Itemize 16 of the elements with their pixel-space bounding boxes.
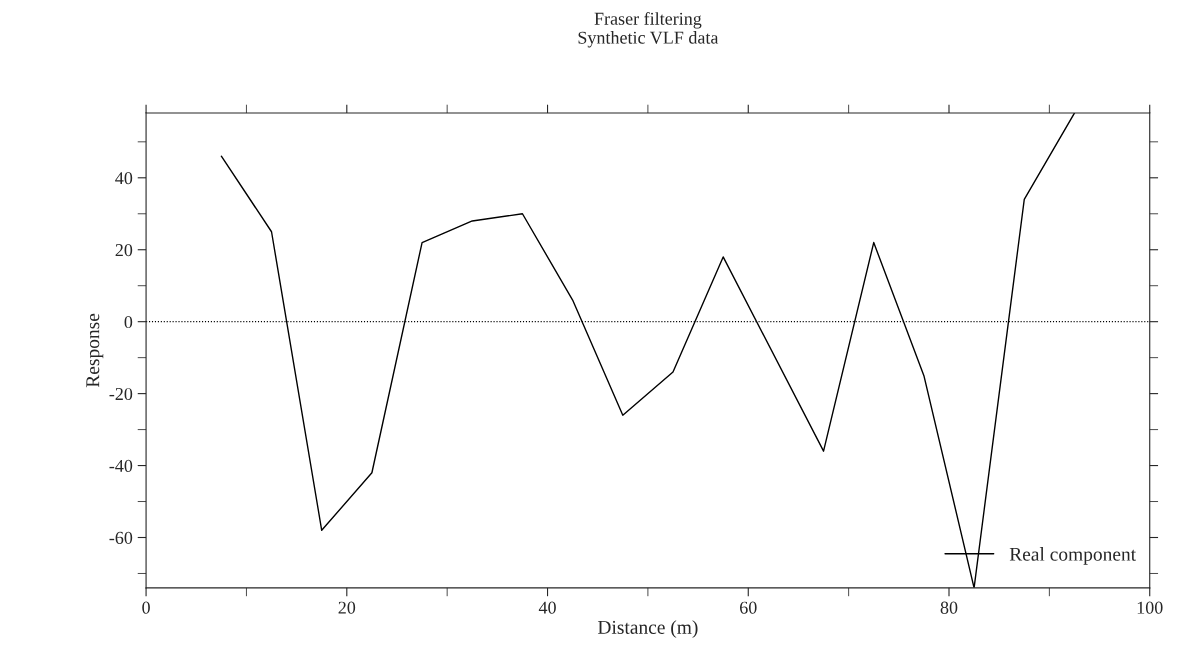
y-tick-label: 20 [115,244,133,257]
legend-label: Real component [1009,547,1136,565]
x-tick-label: 0 [142,601,150,614]
x-tick-label: 40 [538,601,556,614]
x-axis-title: Distance (m) [597,620,698,638]
x-tick-label: 80 [940,601,958,614]
y-tick-label: -60 [109,531,133,544]
y-tick-label: 0 [124,315,133,329]
y-tick-label: 40 [115,172,133,185]
x-tick-label: 100 [1137,601,1163,614]
chart-title: Fraser filtering Synthetic VLF data [578,11,719,48]
x-tick-label: 60 [740,601,757,614]
y-tick-label: -40 [109,459,133,472]
y-tick-label: -20 [109,387,133,401]
x-tick-label: 20 [338,601,356,614]
y-axis-title: Response [86,313,104,388]
